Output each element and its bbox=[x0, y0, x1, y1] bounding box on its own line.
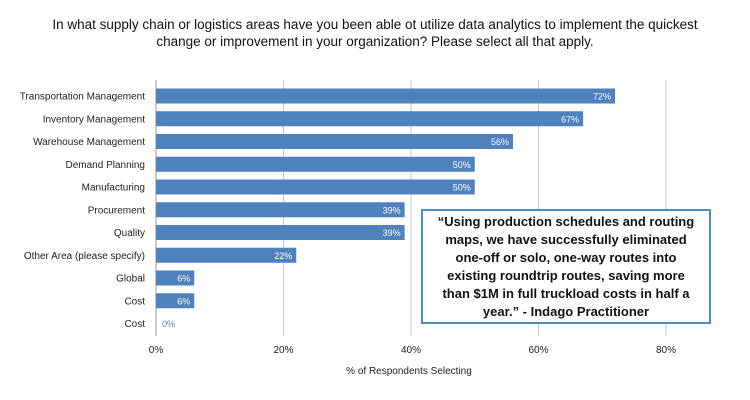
category-label: Quality bbox=[114, 228, 145, 239]
category-label: Other Area (please specify) bbox=[24, 251, 145, 262]
bar bbox=[156, 179, 475, 195]
bar bbox=[156, 270, 195, 286]
x-tick-label: 60% bbox=[528, 345, 548, 356]
bar bbox=[156, 88, 615, 104]
x-tick-label: 80% bbox=[656, 345, 676, 356]
data-label: 6% bbox=[177, 274, 190, 284]
bar bbox=[156, 225, 405, 240]
x-tick-label: 40% bbox=[401, 345, 421, 356]
data-label: 50% bbox=[453, 183, 471, 193]
category-label: Cost bbox=[124, 296, 145, 307]
category-label: Global bbox=[116, 274, 145, 285]
bar bbox=[156, 134, 513, 149]
x-tick-label: 20% bbox=[273, 345, 293, 356]
data-label: 39% bbox=[383, 228, 401, 238]
data-label: 50% bbox=[453, 160, 471, 170]
category-label: Cost bbox=[124, 319, 145, 330]
data-label: 56% bbox=[491, 137, 509, 147]
bar bbox=[156, 247, 297, 263]
bar bbox=[156, 156, 475, 172]
category-label: Warehouse Management bbox=[33, 137, 145, 148]
bar bbox=[156, 202, 405, 218]
bar bbox=[156, 293, 195, 309]
data-label: 6% bbox=[177, 296, 190, 306]
quote-text: “Using production schedules and routing … bbox=[437, 213, 695, 319]
data-label: 67% bbox=[561, 114, 579, 124]
data-label: 0% bbox=[162, 319, 175, 329]
x-axis-label: % of Respondents Selecting bbox=[346, 366, 472, 377]
category-label: Inventory Management bbox=[43, 114, 146, 125]
data-label: 22% bbox=[274, 251, 292, 261]
category-label: Procurement bbox=[88, 205, 145, 216]
data-label: 72% bbox=[593, 92, 611, 102]
data-label: 39% bbox=[383, 205, 401, 215]
category-label: Demand Planning bbox=[66, 160, 146, 171]
chart-title: In what supply chain or logistics areas … bbox=[52, 17, 698, 49]
category-label: Manufacturing bbox=[82, 183, 145, 194]
x-tick-label: 0% bbox=[149, 345, 164, 356]
bar bbox=[156, 111, 584, 127]
category-label: Transportation Management bbox=[20, 92, 145, 103]
quote-callout: “Using production schedules and routing … bbox=[421, 209, 711, 324]
